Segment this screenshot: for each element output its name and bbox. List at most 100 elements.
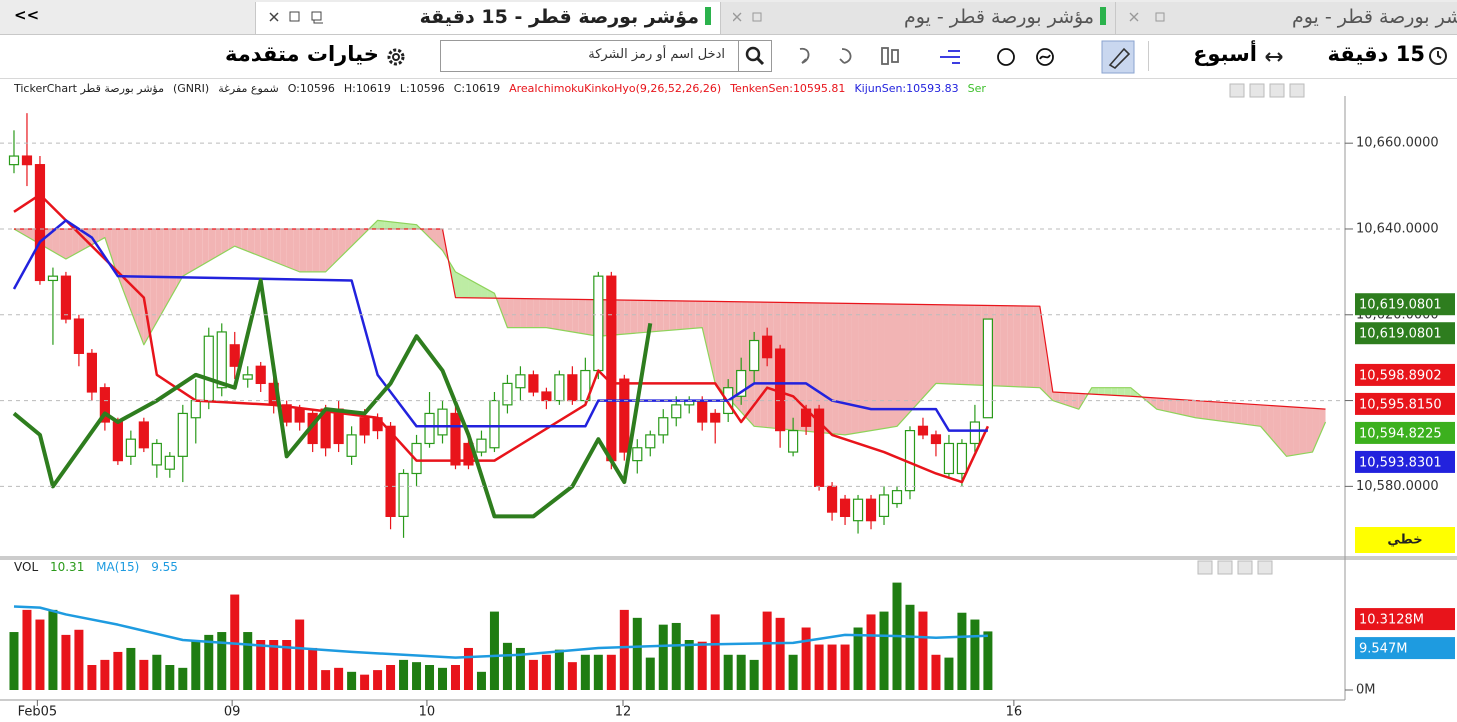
value-badge (1355, 392, 1455, 415)
cloud-fill (1098, 387, 1105, 395)
cloud-fill (345, 228, 352, 253)
candle-body (437, 408, 448, 436)
candle-body (99, 387, 110, 423)
volume-bar (139, 659, 149, 690)
cloud-fill (767, 302, 774, 429)
volume-bar (321, 670, 331, 690)
candle-body (606, 275, 617, 462)
cloud-fill (546, 298, 553, 329)
cloud-fill (1007, 305, 1014, 387)
volume-bar (853, 627, 863, 690)
candle-body (943, 442, 955, 475)
volume-bar (554, 649, 564, 690)
cloud-fill (994, 305, 1001, 387)
cloud-fill (397, 222, 404, 229)
candle-body (476, 438, 487, 453)
cloud-fill (1267, 405, 1274, 442)
value-badge-label: 9.547M (1359, 642, 1407, 657)
cloud-fill (72, 228, 79, 256)
cloud-fill (1039, 306, 1047, 395)
legend-item: AreaIchimokuKinkoHyo(9,26,52,26,26) (509, 82, 722, 95)
candle-body (125, 438, 136, 457)
volume-bar (463, 647, 473, 690)
volume-bar (373, 670, 383, 690)
legend-item: TickerChart مؤشر بورصة قطر (14, 82, 164, 95)
volume-bar (152, 654, 162, 690)
volume-bar (87, 665, 97, 690)
volume-bar (217, 632, 227, 690)
candle-body (930, 434, 942, 445)
tab[interactable]: شر بورصة قطر - يوم (1115, 2, 1457, 34)
volume-bar (489, 611, 499, 690)
candle-body (878, 494, 890, 517)
cloud-fill (299, 228, 307, 272)
cloud-fill (202, 228, 209, 265)
tab[interactable]: مؤشر بورصة قطر - 15 دقيقة (255, 2, 721, 34)
value-badge (1355, 421, 1455, 444)
cloud-fill (513, 298, 521, 328)
cloud-fill (1013, 305, 1021, 387)
volume-bar (606, 654, 616, 690)
cloud-fill (273, 228, 281, 265)
cloud-fill (1247, 404, 1255, 426)
advanced-options[interactable]: خيارات متقدمة (225, 42, 379, 66)
ma-legend-label: MA(15) (96, 560, 140, 574)
candle-body (567, 374, 578, 402)
cloud-fill (137, 228, 144, 345)
cloud-fill (319, 228, 326, 272)
volume-bar (801, 627, 811, 690)
cloud-fill (124, 228, 131, 311)
cloud-fill (864, 303, 872, 432)
candle-body (86, 352, 97, 393)
cloud-fill (812, 302, 820, 433)
candle-body (489, 399, 500, 449)
legend-item: L:10596 (399, 82, 445, 95)
cloud-fill (156, 228, 164, 322)
cloud-fill (663, 300, 670, 331)
volume-bar (528, 659, 538, 690)
search-box[interactable]: ادخل اسم أو رمز الشركة (440, 40, 772, 72)
panel-control (1257, 560, 1273, 575)
cloud-fill (1130, 387, 1138, 397)
tab-title-text: مؤشر بورصة قطر - يوم (903, 6, 1094, 28)
cloud-fill (267, 228, 274, 262)
volume-bar (931, 654, 941, 690)
volume-bar (983, 631, 993, 690)
search-placeholder: ادخل اسم أو رمز الشركة (588, 47, 725, 62)
period-selector[interactable]: أسبوع (1193, 42, 1257, 66)
value-badge (1355, 363, 1455, 386)
candle-body (21, 155, 33, 166)
volume-bar (191, 640, 201, 690)
price-legend: TickerChart مؤشر بورصة قطر (GNRI) شموع مفر… (14, 82, 1219, 95)
value-badge-label: 10,598.8902 (1359, 368, 1442, 383)
tab-icons (1129, 12, 1165, 22)
volume-bar (684, 640, 694, 690)
cloud-fill (150, 228, 157, 334)
tab[interactable]: مؤشر بورصة قطر - يوم (720, 2, 1116, 34)
volume-bar (762, 611, 772, 690)
value-badge-label: 10,593.8301 (1359, 455, 1442, 470)
cloud-fill (884, 303, 891, 429)
candle-body (697, 399, 708, 423)
cloud-fill (1260, 404, 1268, 434)
cloud-fill (806, 302, 813, 432)
candle-body (891, 490, 903, 505)
volume-bar (269, 640, 279, 690)
range-icon (1265, 52, 1283, 62)
volume-bar (736, 654, 746, 690)
panel-control (1289, 83, 1305, 98)
candle-body (398, 472, 409, 517)
cloud-fill (533, 298, 540, 328)
candle-body (112, 421, 123, 462)
search-icon[interactable] (738, 41, 771, 71)
candle-body (593, 275, 604, 372)
volume-bar (671, 622, 681, 690)
volume-bar (879, 611, 889, 690)
interval-selector[interactable]: 15 دقيقة (1327, 42, 1426, 66)
cloud-fill (1163, 398, 1170, 413)
cloud-fill (384, 221, 391, 229)
candle-body (346, 434, 357, 457)
volume-bar (9, 632, 19, 690)
collapse-button[interactable]: << (14, 6, 40, 24)
cloud-fill (306, 228, 313, 272)
